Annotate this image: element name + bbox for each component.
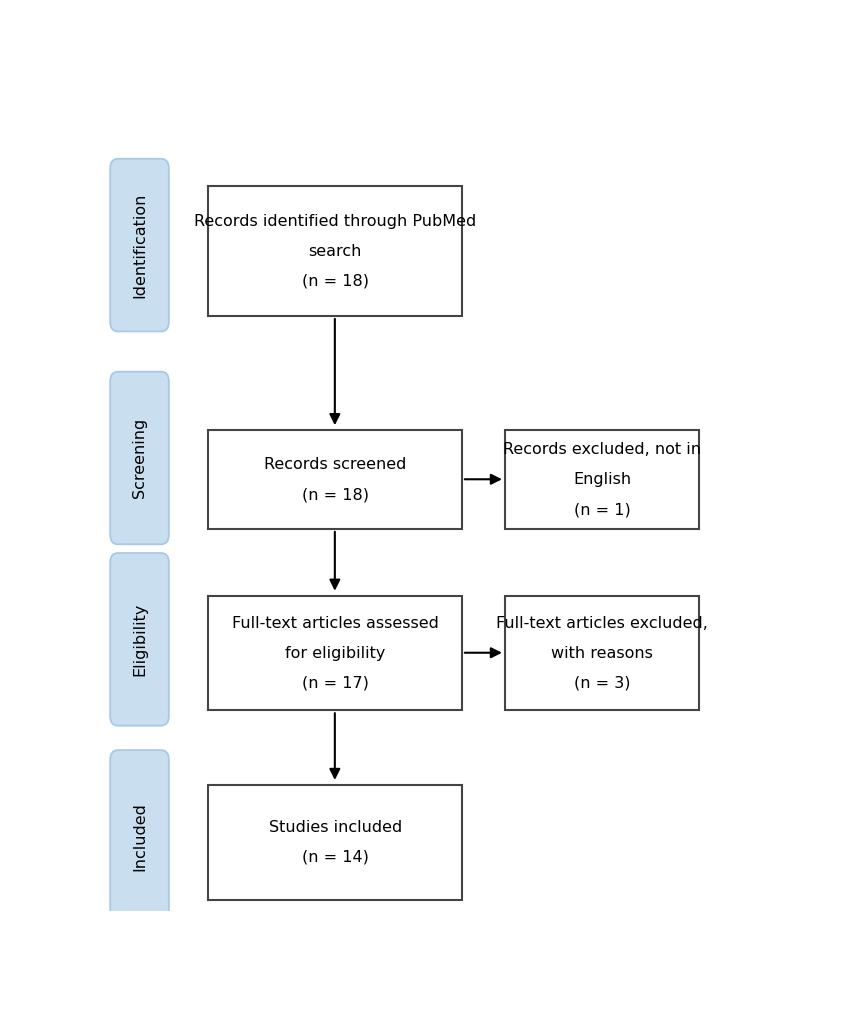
FancyBboxPatch shape [208,430,462,529]
Text: (n = 14): (n = 14) [302,850,369,865]
Text: (n = 1): (n = 1) [574,502,631,517]
Text: Screening: Screening [132,418,147,498]
Text: for eligibility: for eligibility [285,646,385,660]
FancyBboxPatch shape [110,159,169,332]
Text: Eligibility: Eligibility [132,603,147,676]
Text: Records screened: Records screened [264,457,406,472]
FancyBboxPatch shape [505,430,699,529]
Text: Studies included: Studies included [269,820,402,835]
FancyBboxPatch shape [208,596,462,711]
FancyBboxPatch shape [110,372,169,545]
Text: (n = 3): (n = 3) [574,676,630,690]
FancyBboxPatch shape [505,596,699,711]
Text: Full-text articles excluded,: Full-text articles excluded, [496,615,708,631]
Text: search: search [309,244,362,258]
Text: (n = 18): (n = 18) [302,487,369,502]
Text: with reasons: with reasons [551,646,653,660]
FancyBboxPatch shape [208,186,462,316]
Text: (n = 18): (n = 18) [302,273,369,289]
Text: Included: Included [132,802,147,870]
Text: Identification: Identification [132,193,147,298]
Text: Full-text articles assessed: Full-text articles assessed [232,615,439,631]
Text: English: English [573,472,631,487]
Text: Records excluded, not in: Records excluded, not in [503,442,701,457]
Text: Records identified through PubMed: Records identified through PubMed [194,214,476,228]
FancyBboxPatch shape [208,785,462,899]
Text: (n = 17): (n = 17) [302,676,369,690]
FancyBboxPatch shape [110,751,169,923]
FancyBboxPatch shape [110,553,169,726]
